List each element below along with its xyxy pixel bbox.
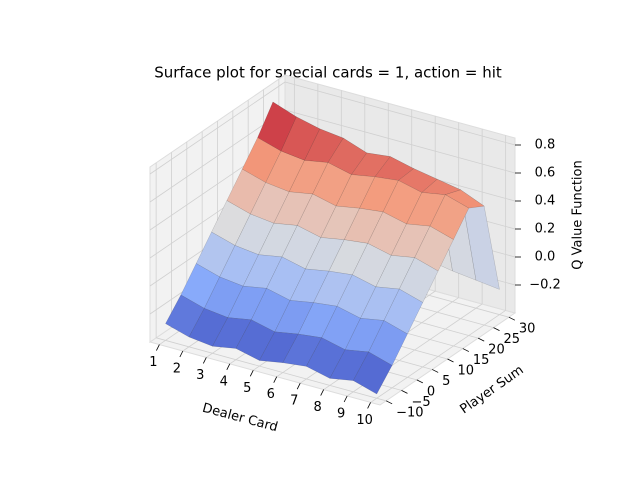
- tick-mark: [447, 358, 454, 363]
- tick-mark: [343, 395, 348, 403]
- y-tick-label: 30: [519, 322, 536, 337]
- z-tick-label: 0.4: [535, 194, 556, 209]
- x-tick-label: 10: [356, 413, 373, 428]
- surface-patch: [429, 194, 470, 240]
- y-tick-label: 0: [427, 384, 435, 399]
- z-axis-label: Q Value Function: [571, 160, 586, 270]
- grid-line: [284, 81, 516, 146]
- z-tick-label: 0.0: [535, 250, 556, 265]
- tick-mark: [249, 370, 254, 377]
- tick-mark: [385, 400, 393, 405]
- z-tick-label: −0.2: [529, 278, 561, 293]
- x-tick-label: 8: [314, 400, 322, 415]
- x-tick-label: 4: [220, 374, 228, 389]
- y-tick-label: 20: [488, 343, 505, 358]
- chart-title: Surface plot for special cards = 1, acti…: [154, 64, 502, 82]
- tick-mark: [478, 337, 485, 342]
- tick-mark: [273, 376, 278, 383]
- y-tick-label: 25: [504, 332, 521, 347]
- x-tick-label: 9: [337, 407, 345, 422]
- y-tick-label: −5: [411, 395, 430, 410]
- z-tick-label: 0.6: [535, 166, 556, 181]
- surface-patch: [414, 225, 454, 272]
- grid-line: [156, 337, 387, 402]
- tick-mark: [508, 316, 516, 321]
- tick-mark: [367, 402, 371, 409]
- surface-patch: [383, 288, 424, 335]
- z-tick-label: 0.2: [535, 222, 556, 237]
- tick-mark: [156, 344, 160, 351]
- surface-patch: [368, 320, 408, 366]
- tick-mark: [296, 382, 301, 390]
- tick-mark: [431, 369, 439, 373]
- x-tick-label: 1: [149, 355, 157, 370]
- surface-patch: [444, 189, 485, 209]
- surface-patch: [460, 189, 500, 290]
- y-tick-label: 5: [442, 374, 450, 389]
- tick-mark: [416, 379, 423, 384]
- x-tick-label: 6: [267, 387, 275, 402]
- tick-mark: [401, 390, 408, 394]
- y-tick-label: 10: [458, 364, 475, 379]
- y-tick-label: −10: [396, 405, 423, 420]
- tick-mark: [226, 363, 231, 371]
- tick-mark: [462, 348, 470, 352]
- tick-mark: [179, 350, 184, 358]
- tick-mark: [320, 389, 325, 396]
- x-tick-label: 7: [290, 394, 298, 409]
- x-tick-label: 2: [173, 362, 181, 377]
- grid-line: [284, 109, 516, 174]
- tick-mark: [202, 357, 207, 364]
- x-tick-label: 3: [196, 368, 204, 383]
- tick-mark: [493, 327, 500, 331]
- z-tick-label: 0.8: [535, 138, 556, 153]
- surface-patch: [399, 257, 439, 303]
- grid-line: [149, 81, 286, 175]
- x-tick-label: 5: [243, 381, 251, 396]
- x-axis-label: Dealer Card: [201, 401, 280, 436]
- surface-patch: [353, 351, 393, 395]
- grid-line: [149, 109, 286, 203]
- y-tick-label: 15: [473, 353, 490, 368]
